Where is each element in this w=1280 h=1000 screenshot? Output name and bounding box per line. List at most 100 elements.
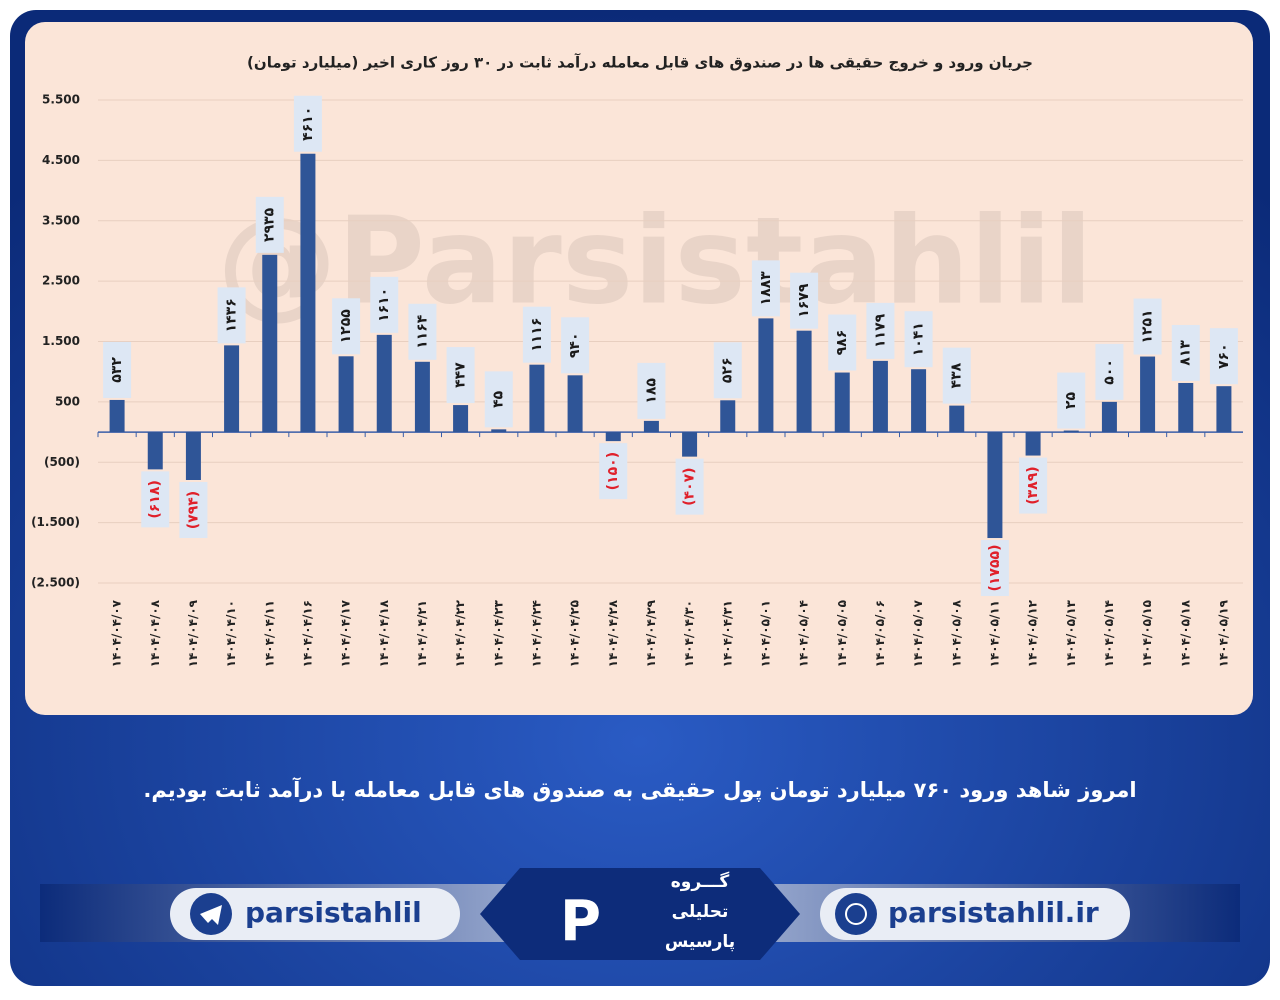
value-label: ۱۰۴۱ — [911, 322, 927, 356]
value-label: ۱۱۷۹ — [872, 313, 888, 348]
value-label: ۵۳۲ — [109, 357, 125, 383]
value-label: (۴۰۷) — [682, 467, 698, 505]
y-tick-label: 3.500 — [42, 213, 80, 227]
x-tick-label: ۱۴۰۴/۰۴/۲۲ — [453, 599, 467, 667]
value-label-bg — [522, 306, 551, 363]
value-label: ۱۱۱۶ — [529, 318, 545, 352]
bar — [567, 375, 583, 433]
value-label: (۱۷۵۵) — [987, 545, 1003, 592]
x-tick-label: ۱۴۰۴/۰۵/۱۵ — [1140, 600, 1154, 667]
value-label-bg — [1057, 372, 1086, 429]
value-label-bg — [1019, 457, 1048, 514]
value-label-bg — [866, 302, 895, 359]
value-label: ۴۶۱۰ — [300, 107, 316, 141]
value-label: ۵۰۰ — [1101, 359, 1117, 385]
bar — [1063, 430, 1079, 433]
bar — [529, 364, 545, 433]
logo-mark: P — [560, 889, 601, 954]
value-label-bg — [103, 341, 132, 398]
value-label-bg — [217, 287, 246, 344]
y-tick-label: (2.500) — [31, 576, 80, 590]
bar — [491, 429, 507, 433]
value-label: (۳۸۹) — [1025, 466, 1041, 504]
bar — [338, 356, 354, 433]
value-label: ۴۵ — [491, 390, 507, 408]
x-tick-label: ۱۴۰۴/۰۵/۱۳ — [1064, 599, 1078, 667]
x-tick-label: ۱۴۰۴/۰۵/۱۲ — [1026, 599, 1040, 667]
x-tick-label: ۱۴۰۴/۰۴/۰۸ — [148, 599, 162, 667]
x-tick-label: ۱۴۰۴/۰۵/۰۱ — [758, 600, 772, 667]
bar — [414, 361, 430, 433]
value-label-bg — [293, 95, 322, 152]
x-tick-label: ۱۴۰۴/۰۵/۰۸ — [949, 599, 963, 667]
bar — [987, 432, 1003, 539]
value-label-bg — [790, 272, 819, 329]
value-label-bg — [942, 347, 971, 404]
telegram-plane — [200, 905, 222, 925]
x-tick-label: ۱۴۰۴/۰۴/۲۵ — [568, 600, 582, 667]
x-tick-label: ۱۴۰۴/۰۴/۳۱ — [720, 600, 734, 667]
value-label-bg — [1133, 298, 1162, 355]
value-label-bg — [1171, 324, 1200, 381]
value-label: ۵۲۶ — [720, 357, 736, 383]
value-label-bg — [179, 482, 208, 539]
website-pill — [820, 888, 1130, 940]
x-tick-label: ۱۴۰۴/۰۵/۰۶ — [873, 600, 887, 667]
globe-icon — [835, 893, 877, 935]
x-tick-label: ۱۴۰۴/۰۴/۳۰ — [682, 600, 696, 667]
value-label: ۲۹۳۵ — [262, 207, 278, 242]
logo-line: تحلیلی — [672, 902, 729, 922]
x-tick-label: ۱۴۰۴/۰۴/۱۸ — [377, 599, 391, 667]
value-label-bg — [637, 362, 666, 419]
y-tick-label: 1.500 — [42, 334, 80, 348]
value-label-bg — [675, 458, 704, 515]
telegram-handle[interactable]: parsistahlil — [245, 896, 422, 929]
bar — [1178, 382, 1194, 433]
value-label: ۱۲۵۵ — [338, 309, 354, 344]
value-label-bg — [446, 347, 475, 404]
x-tick-label: ۱۴۰۴/۰۵/۱۸ — [1178, 599, 1192, 667]
y-tick-label: (500) — [44, 455, 80, 469]
bar — [185, 432, 201, 481]
bar — [643, 420, 659, 433]
x-tick-label: ۱۴۰۴/۰۴/۱۱ — [262, 600, 276, 667]
value-label: ۱۶۱۰ — [376, 288, 392, 322]
x-tick-label: ۱۴۰۴/۰۵/۰۵ — [835, 600, 849, 667]
bar — [147, 432, 163, 470]
plot: 5.500 4.500 3.500 2.500 1.500 500 (500) (1.500)… — [31, 93, 1243, 667]
bar — [1025, 432, 1041, 456]
x-tick-label: ۱۴۰۴/۰۵/۱۱ — [987, 600, 1001, 667]
value-label: (۶۱۸) — [147, 480, 163, 518]
value-label: ۱۶۷۹ — [796, 283, 812, 318]
x-tick-label: ۱۴۰۴/۰۵/۱۹ — [1216, 599, 1230, 667]
value-label: ۱۱۶۴ — [414, 314, 430, 349]
x-tick-label: ۱۴۰۴/۰۴/۰۹ — [186, 599, 200, 667]
chart-title: جریان ورود و خروج حقیقی ها در صندوق های … — [247, 54, 1033, 72]
website[interactable]: parsistahlil.ir — [888, 896, 1099, 929]
bar — [872, 360, 888, 433]
bar — [453, 405, 469, 433]
value-label-bg — [141, 471, 170, 528]
x-tick-label: ۱۴۰۴/۰۴/۱۶ — [300, 600, 314, 667]
value-label: ۱۸۸۳ — [758, 271, 774, 306]
bar — [1216, 386, 1232, 433]
bar — [262, 254, 278, 433]
x-tick-label: ۱۴۰۴/۰۴/۰۷ — [110, 599, 124, 667]
value-label-bg — [408, 303, 437, 360]
y-tick-label: 2.500 — [42, 274, 80, 288]
value-label: ۱۸۵ — [643, 378, 659, 404]
logo-bg — [480, 868, 800, 960]
bar — [1101, 401, 1117, 433]
value-label-bg — [713, 342, 742, 399]
value-label-bg — [904, 311, 933, 368]
value-label-bg — [1209, 328, 1238, 385]
logo-line: گـــروه — [671, 871, 730, 892]
bar — [720, 400, 736, 433]
y-tick-label: (1.500) — [31, 515, 80, 529]
value-label: ۴۳۸ — [949, 362, 965, 388]
telegram-pill — [170, 888, 460, 940]
value-label: ۱۴۳۶ — [224, 298, 240, 332]
value-label-bg — [828, 314, 857, 371]
y-tick-label: 500 — [55, 394, 80, 408]
